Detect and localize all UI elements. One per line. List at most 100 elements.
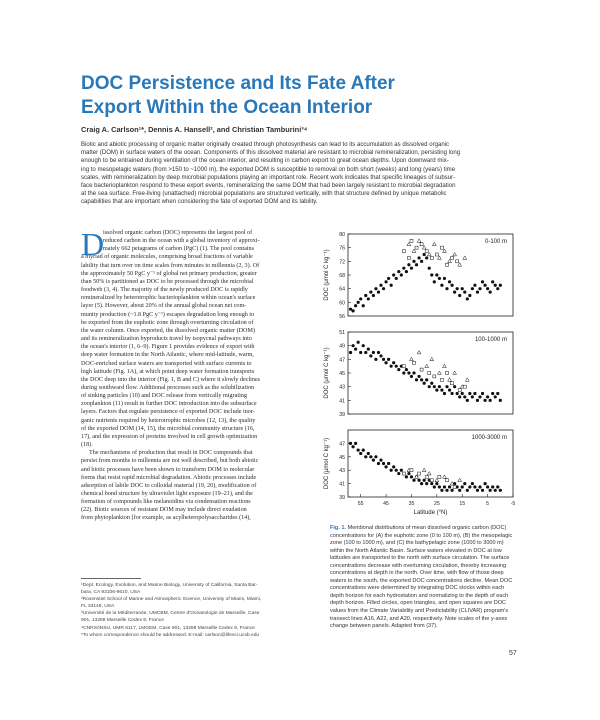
data-point-filled-circle [409, 374, 414, 379]
data-point-filled-circle [437, 485, 441, 489]
drop-cap: D [81, 226, 105, 262]
data-point-filled-circle [468, 293, 472, 298]
data-point-filled-circle [486, 395, 490, 399]
body-line: forms that resist rapid microbial degrad… [81, 474, 257, 481]
body-line: deep water formation in the North Atlant… [81, 352, 254, 359]
data-point-filled-circle [483, 398, 487, 402]
y-tick-label: 47 [339, 357, 345, 363]
data-point-filled-circle [435, 388, 439, 392]
data-point-open-triangle [424, 363, 430, 368]
data-point-open-square [419, 242, 424, 246]
y-tick-label: 60 [339, 300, 345, 306]
footnote-line: ³Université de la Méditerranée, UMCBM, C… [81, 611, 260, 617]
data-point-filled-circle [376, 290, 381, 294]
footnote-line: bara, CA 93106-9610, USA [81, 590, 141, 596]
data-point-filled-circle [412, 371, 416, 375]
data-point-filled-circle [399, 468, 403, 472]
caption-line: within the North Atlantic Basin. Surface… [330, 547, 502, 554]
data-point-filled-circle [442, 276, 447, 281]
data-point-filled-circle [498, 398, 502, 402]
data-point-filled-circle [356, 340, 360, 344]
data-point-filled-circle [478, 485, 482, 489]
data-point-filled-circle [455, 391, 459, 396]
data-point-filled-circle [387, 276, 391, 281]
data-point-filled-circle [417, 374, 421, 379]
data-point-open-triangle [416, 349, 422, 355]
abstract-line: enough to be entrained during ventilatio… [81, 158, 449, 165]
caption-line: concentrations at depth in the north. Ov… [330, 570, 504, 577]
data-point-filled-circle [493, 488, 497, 492]
data-point-filled-circle [447, 388, 452, 392]
caption-label: Fig. 1. [330, 525, 347, 531]
data-point-open-square [402, 471, 406, 476]
data-point-filled-circle [445, 385, 449, 389]
data-point-open-triangle [406, 241, 412, 246]
body-text: issolved organic carbon (DOC) represents… [81, 229, 306, 523]
data-point-open-square [450, 256, 454, 260]
y-tick-label: 64 [339, 287, 345, 293]
data-point-filled-circle [379, 354, 383, 358]
data-point-filled-circle [354, 304, 358, 308]
x-tick-label: 45 [383, 501, 389, 507]
data-point-filled-circle [392, 361, 396, 365]
panel-depth-label: 0-100 m [485, 239, 507, 245]
data-point-filled-circle [480, 280, 485, 284]
data-point-filled-circle [440, 283, 444, 287]
data-point-filled-circle [498, 488, 502, 492]
abstract-line: Biotic and abiotic processing of organic… [81, 142, 450, 148]
caption-line: concentrations for (A) the euphotic zone… [330, 532, 513, 539]
data-point-filled-circle [427, 266, 431, 270]
body-line: chemical bond structure by ultraviolet l… [81, 491, 253, 497]
y-tick-label: 72 [339, 259, 345, 265]
data-point-open-square [409, 468, 414, 472]
data-point-filled-circle [381, 287, 386, 291]
x-tick-label: 55 [358, 501, 364, 507]
data-point-open-triangle [447, 377, 452, 382]
data-point-filled-circle [376, 461, 381, 466]
caption-line: change between panels. Adapted from (37)… [330, 623, 438, 630]
body-line: of the exported DOM (14, 15), the microb… [81, 425, 255, 432]
data-point-filled-circle [399, 273, 403, 277]
data-point-filled-circle [402, 371, 406, 375]
data-point-filled-circle [468, 485, 472, 489]
y-tick-label: 45 [339, 455, 345, 461]
data-point-filled-circle [376, 350, 381, 355]
data-point-filled-circle [486, 485, 490, 489]
data-point-filled-circle [430, 482, 434, 486]
data-point-filled-circle [394, 468, 398, 472]
data-point-filled-circle [407, 263, 411, 267]
data-point-open-square [424, 249, 429, 253]
data-point-filled-circle [366, 451, 370, 456]
data-point-filled-circle [407, 371, 411, 375]
data-point-filled-circle [498, 283, 502, 287]
data-point-open-triangle [411, 248, 417, 253]
data-point-filled-circle [470, 395, 474, 399]
data-point-filled-circle [404, 475, 408, 479]
data-point-open-square [450, 381, 454, 385]
data-point-open-triangle [452, 370, 457, 375]
data-point-filled-circle [366, 347, 370, 351]
y-axis-label: DOC (μmol C kg⁻¹) [324, 347, 330, 398]
data-point-open-triangle [416, 238, 422, 243]
data-point-filled-circle [389, 364, 393, 368]
data-point-filled-circle [381, 357, 386, 361]
data-point-open-square [430, 256, 434, 260]
y-tick-label: 43 [339, 468, 345, 474]
data-point-open-triangle [421, 245, 427, 250]
abstract-line: at the sea surface. Free-living (unattac… [81, 191, 447, 198]
data-point-filled-circle [496, 391, 500, 396]
data-point-filled-circle [364, 350, 368, 355]
data-point-filled-circle [480, 391, 485, 396]
data-point-filled-circle [356, 300, 360, 304]
body-line: mately 662 petagrams of carbon (PgC) (1)… [103, 246, 254, 253]
y-tick-label: 49 [339, 344, 345, 350]
y-axis-label: DOC (μmol C kg⁻¹) [324, 249, 330, 300]
caption-line: waters to the south, the exported DOC co… [330, 577, 513, 584]
data-point-filled-circle [389, 283, 393, 287]
data-point-filled-circle [460, 485, 464, 489]
data-point-filled-circle [417, 478, 421, 482]
y-tick-label: 80 [339, 232, 345, 238]
body-line: DOC-enriched surface waters are transpor… [81, 360, 252, 367]
data-point-filled-circle [371, 458, 375, 462]
data-point-filled-circle [392, 465, 396, 469]
